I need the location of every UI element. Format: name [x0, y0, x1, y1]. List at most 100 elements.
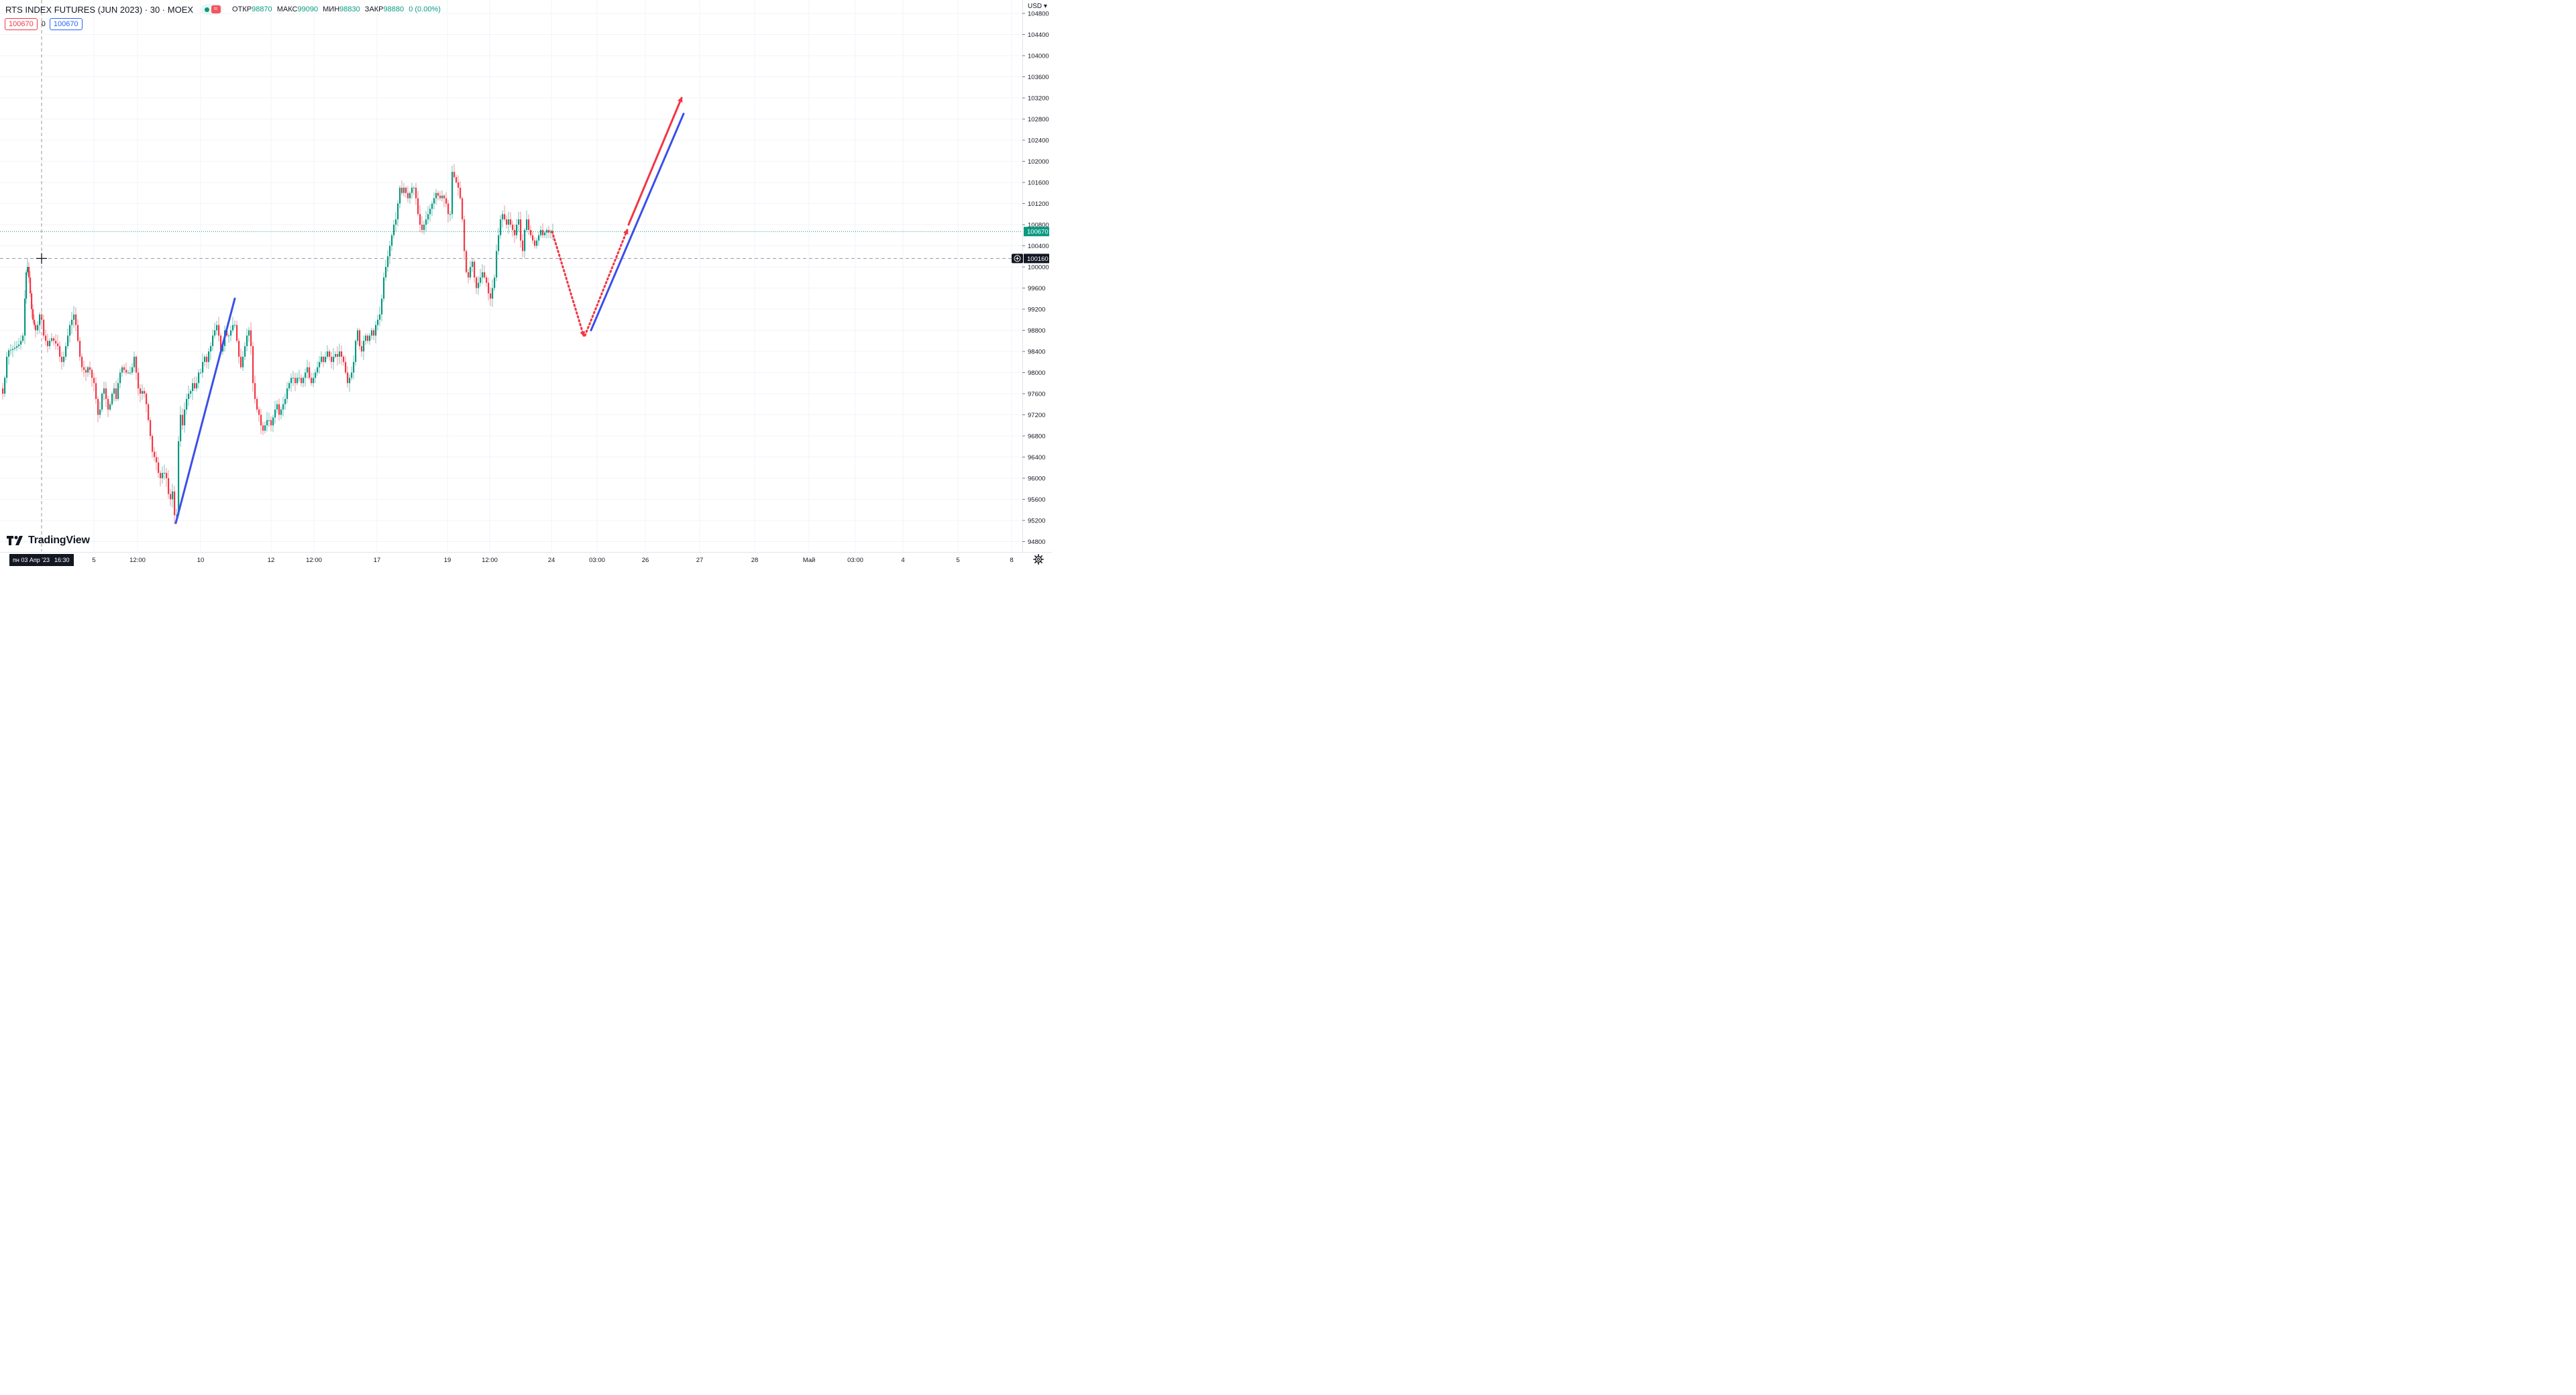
candle-body: [123, 367, 125, 370]
candle-body: [256, 398, 258, 410]
candle-body: [220, 335, 222, 351]
blue-trend-line[interactable]: [590, 113, 685, 331]
candle-body: [113, 388, 115, 394]
tradingview-logo[interactable]: TradingView: [7, 535, 90, 547]
symbol-title[interactable]: RTS INDEX FUTURES (JUN 2023) · 30 · MOEX: [5, 4, 194, 15]
candle-body: [395, 219, 397, 225]
price-tick-label: 97200: [1028, 412, 1045, 419]
chart-root[interactable]: 94800 95200 95600 96000 96400 96800 97200 97600…: [0, 0, 1052, 569]
candle-body: [49, 341, 51, 347]
candle-body: [518, 219, 520, 225]
blue-trend-line[interactable]: [174, 297, 236, 524]
candle-body: [32, 309, 34, 320]
plus-circle-icon: [1014, 255, 1021, 262]
candle-body: [335, 353, 337, 357]
price-tick-label: 102800: [1028, 116, 1049, 123]
open-value: 98870: [252, 5, 272, 13]
status-pill[interactable]: ≈: [201, 4, 223, 15]
tradingview-logo-icon: [7, 536, 23, 545]
candle-body: [91, 370, 93, 378]
candle-body: [162, 473, 164, 478]
candle-body: [154, 451, 156, 457]
candle-body: [484, 272, 486, 278]
candle-body: [534, 240, 536, 246]
candle-body: [93, 378, 95, 384]
candle-body: [333, 356, 335, 362]
sell-button[interactable]: 100670: [5, 18, 38, 30]
time-tick-label: 26: [642, 557, 649, 564]
price-tick-label: 104000: [1028, 53, 1049, 60]
price-tick-label: 95200: [1028, 518, 1045, 525]
candle-body: [453, 172, 455, 178]
candle-body: [178, 441, 180, 516]
time-tick-label: 24: [548, 557, 555, 564]
candle-body: [238, 341, 240, 357]
buy-button[interactable]: 100670: [49, 18, 83, 30]
candle-body: [210, 346, 212, 351]
candle-body: [264, 425, 266, 431]
last-price-label: 100670: [1027, 229, 1049, 236]
candle-body: [375, 325, 377, 336]
candle-body: [286, 388, 288, 399]
candle-body: [206, 356, 208, 362]
candle-body: [369, 335, 371, 341]
candle-body: [290, 378, 292, 384]
axes[interactable]: 94800 95200 95600 96000 96400 96800 97200 97600…: [0, 0, 1052, 569]
candle-body: [349, 378, 351, 384]
candle-body: [301, 378, 303, 384]
candle-body: [357, 330, 359, 341]
red-dotted-arrow[interactable]: [551, 230, 586, 337]
red-dotted-arrow[interactable]: [584, 229, 629, 337]
candle-body: [174, 491, 176, 516]
candle-body: [258, 409, 260, 415]
candle-body: [170, 494, 172, 500]
currency-selector[interactable]: USD ▾: [1028, 3, 1047, 10]
candle-body: [200, 372, 202, 374]
candle-body: [377, 319, 379, 325]
red-arrow[interactable]: [627, 97, 683, 226]
candle-body: [546, 229, 548, 233]
candle-body: [142, 391, 144, 394]
candle-body: [184, 409, 186, 426]
candle-body: [319, 361, 321, 368]
chevron-down-icon: ▾: [1043, 3, 1047, 10]
price-tick-label: 100400: [1028, 243, 1049, 250]
candle-body: [323, 356, 325, 362]
drawings[interactable]: [174, 97, 685, 524]
candle-body: [542, 229, 544, 235]
candle-body: [204, 356, 206, 362]
price-chart[interactable]: 94800 95200 95600 96000 96400 96800 97200 97600…: [0, 0, 1052, 569]
candle-body: [59, 346, 61, 357]
time-tick-label: 28: [751, 557, 759, 564]
candle-body: [403, 187, 405, 193]
candle-body: [272, 417, 274, 426]
candle-body: [429, 209, 431, 215]
candle-body: [274, 409, 276, 418]
candle-body: [24, 298, 26, 336]
candle-body: [468, 272, 470, 278]
candle-body: [218, 325, 220, 336]
candle-body: [202, 361, 204, 373]
candle-body: [129, 372, 131, 374]
candle-body: [14, 347, 16, 349]
candle-body: [172, 491, 174, 500]
candle-body: [508, 219, 510, 225]
time-tick-label: Май: [803, 557, 816, 564]
candle-body: [339, 351, 341, 357]
candle-body: [16, 346, 18, 348]
candle-body: [294, 378, 297, 384]
candle-body: [425, 219, 427, 225]
candle-body: [85, 370, 87, 373]
candle-body: [462, 198, 464, 220]
gear-icon[interactable]: [1033, 554, 1044, 565]
candle-body: [393, 225, 395, 235]
candle-body: [449, 214, 451, 215]
candle-body: [528, 219, 530, 230]
candle-body: [10, 349, 12, 351]
candle-body: [20, 341, 22, 345]
candle-body: [27, 267, 29, 272]
crosshair-time-label: 16:30: [54, 557, 70, 563]
candle-body: [276, 404, 278, 410]
time-tick-label: 03:00: [589, 557, 605, 564]
time-tick-label: 5: [956, 557, 959, 564]
